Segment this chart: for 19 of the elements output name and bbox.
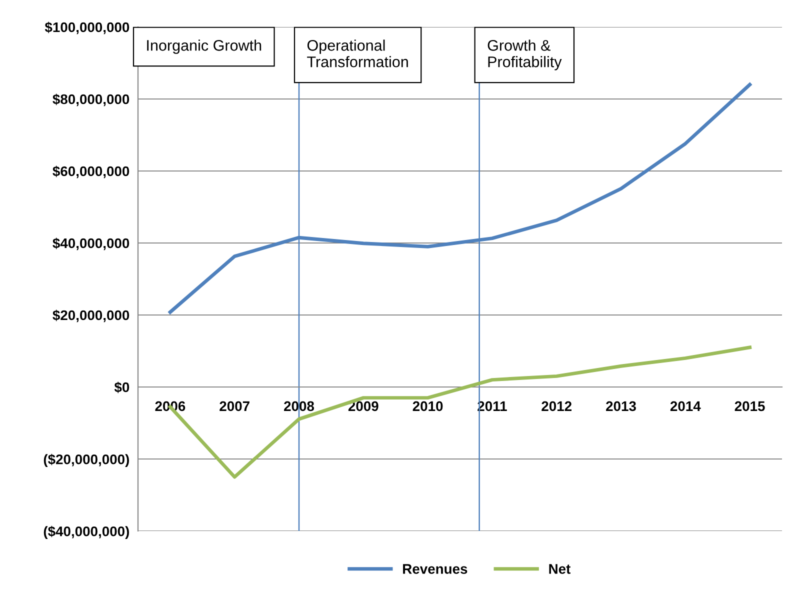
y-tick-label: $100,000,000 xyxy=(44,22,130,34)
y-tick-label: $0 xyxy=(114,382,130,394)
annotation: Inorganic Growth xyxy=(147,40,262,54)
x-tick-label: 2007 xyxy=(220,401,250,412)
x-tick-label: 2015 xyxy=(734,401,765,412)
y-tick-label: $40,000,000 xyxy=(52,238,130,250)
x-tick-label: 2012 xyxy=(542,401,572,412)
y-tick-label: $20,000,000 xyxy=(52,310,130,322)
y-tick-label: ($40,000,000) xyxy=(44,526,129,540)
annotation: Growth & Profitability xyxy=(488,40,562,70)
legend-label: Revenues xyxy=(403,564,468,574)
y-tick-label: $80,000,000 xyxy=(52,94,130,106)
y-tick-label: ($20,000,000) xyxy=(44,454,129,468)
y-tick-label: $60,000,000 xyxy=(52,166,130,178)
legend-label: Net xyxy=(549,564,570,574)
annotation: Operational Transformation xyxy=(307,40,408,68)
x-tick-label: 2010 xyxy=(412,401,443,412)
x-tick-label: 2014 xyxy=(670,401,701,412)
x-tick-label: 2013 xyxy=(606,401,636,412)
